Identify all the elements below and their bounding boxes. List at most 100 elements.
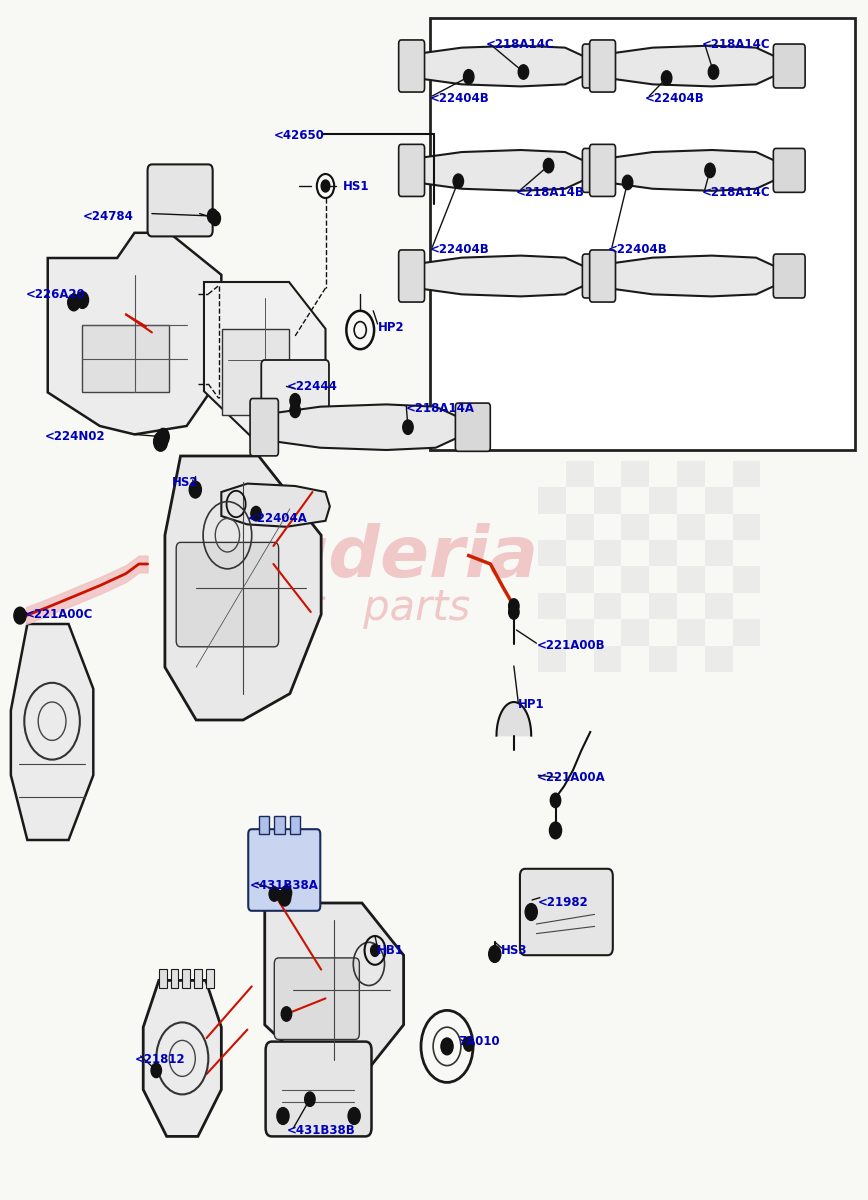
Text: <22404A: <22404A <box>247 512 307 524</box>
Bar <box>677 566 705 593</box>
Circle shape <box>251 506 261 521</box>
FancyBboxPatch shape <box>582 149 615 192</box>
Circle shape <box>543 158 554 173</box>
Bar <box>594 646 621 672</box>
Circle shape <box>549 822 562 839</box>
Text: HP2: HP2 <box>378 322 404 334</box>
Circle shape <box>290 394 300 408</box>
FancyBboxPatch shape <box>176 542 279 647</box>
Polygon shape <box>48 233 221 434</box>
Polygon shape <box>10 624 94 840</box>
FancyBboxPatch shape <box>266 1042 372 1136</box>
Text: HS2: HS2 <box>172 476 199 488</box>
Bar <box>538 646 566 672</box>
Circle shape <box>708 65 719 79</box>
Circle shape <box>403 420 413 434</box>
Polygon shape <box>608 256 778 296</box>
Polygon shape <box>496 702 531 736</box>
Circle shape <box>464 1037 474 1051</box>
Circle shape <box>348 1108 360 1124</box>
FancyBboxPatch shape <box>250 398 279 456</box>
FancyBboxPatch shape <box>773 44 806 88</box>
Text: <42650: <42650 <box>273 130 325 142</box>
FancyBboxPatch shape <box>456 403 490 451</box>
Circle shape <box>622 175 633 190</box>
FancyBboxPatch shape <box>589 40 615 92</box>
Polygon shape <box>418 150 587 191</box>
Circle shape <box>705 163 715 178</box>
Circle shape <box>453 174 464 188</box>
Bar <box>206 970 214 989</box>
Circle shape <box>281 1007 292 1021</box>
Polygon shape <box>418 46 587 86</box>
Bar <box>677 619 705 646</box>
Circle shape <box>518 65 529 79</box>
Text: <431B38B: <431B38B <box>286 1124 355 1136</box>
FancyBboxPatch shape <box>148 164 213 236</box>
Text: <221A00A: <221A00A <box>536 772 605 784</box>
FancyBboxPatch shape <box>520 869 613 955</box>
Bar <box>621 514 649 540</box>
FancyBboxPatch shape <box>274 958 359 1039</box>
Bar <box>733 461 760 487</box>
Bar <box>705 540 733 566</box>
Polygon shape <box>418 256 587 296</box>
Circle shape <box>157 428 169 445</box>
Circle shape <box>14 607 26 624</box>
Circle shape <box>525 904 537 920</box>
Bar <box>733 619 760 646</box>
Circle shape <box>509 605 519 619</box>
Bar <box>649 540 677 566</box>
Circle shape <box>279 889 291 906</box>
Bar <box>159 970 167 989</box>
Circle shape <box>68 294 80 311</box>
Text: <218A14C: <218A14C <box>701 38 770 50</box>
Polygon shape <box>165 456 321 720</box>
Text: <226A20: <226A20 <box>26 288 86 300</box>
Bar <box>82 325 169 392</box>
Text: <224N02: <224N02 <box>45 431 106 443</box>
Bar <box>538 593 566 619</box>
Circle shape <box>464 70 474 84</box>
Bar <box>705 593 733 619</box>
Text: <22404B: <22404B <box>608 244 667 256</box>
Bar <box>566 619 594 646</box>
Bar <box>733 514 760 540</box>
Circle shape <box>550 793 561 808</box>
Bar <box>621 619 649 646</box>
Text: 7A010: 7A010 <box>458 1036 500 1048</box>
FancyBboxPatch shape <box>589 250 615 302</box>
Text: <221A00B: <221A00B <box>536 640 605 652</box>
Polygon shape <box>204 282 326 438</box>
Bar <box>649 646 677 672</box>
Text: car   parts: car parts <box>259 587 470 629</box>
FancyBboxPatch shape <box>398 144 424 197</box>
Text: HP1: HP1 <box>518 698 545 710</box>
Bar <box>705 487 733 514</box>
Bar <box>538 487 566 514</box>
Bar <box>677 461 705 487</box>
FancyBboxPatch shape <box>589 144 615 197</box>
Polygon shape <box>143 980 221 1136</box>
Text: HS1: HS1 <box>343 180 370 192</box>
Bar <box>538 540 566 566</box>
Bar <box>594 593 621 619</box>
Bar <box>594 540 621 566</box>
Bar <box>621 461 649 487</box>
Bar <box>566 514 594 540</box>
FancyBboxPatch shape <box>773 149 806 192</box>
Text: <221A00C: <221A00C <box>24 608 93 620</box>
Bar <box>566 566 594 593</box>
Circle shape <box>661 71 672 85</box>
Bar <box>194 970 201 989</box>
Text: HB1: HB1 <box>377 944 404 956</box>
Circle shape <box>509 599 519 613</box>
FancyBboxPatch shape <box>582 254 615 298</box>
Circle shape <box>207 209 218 223</box>
Circle shape <box>305 1092 315 1106</box>
Circle shape <box>441 1038 453 1055</box>
Text: <22404B: <22404B <box>430 92 490 104</box>
Text: <218A14A: <218A14A <box>406 402 475 414</box>
Polygon shape <box>608 150 778 191</box>
Polygon shape <box>265 902 404 1078</box>
